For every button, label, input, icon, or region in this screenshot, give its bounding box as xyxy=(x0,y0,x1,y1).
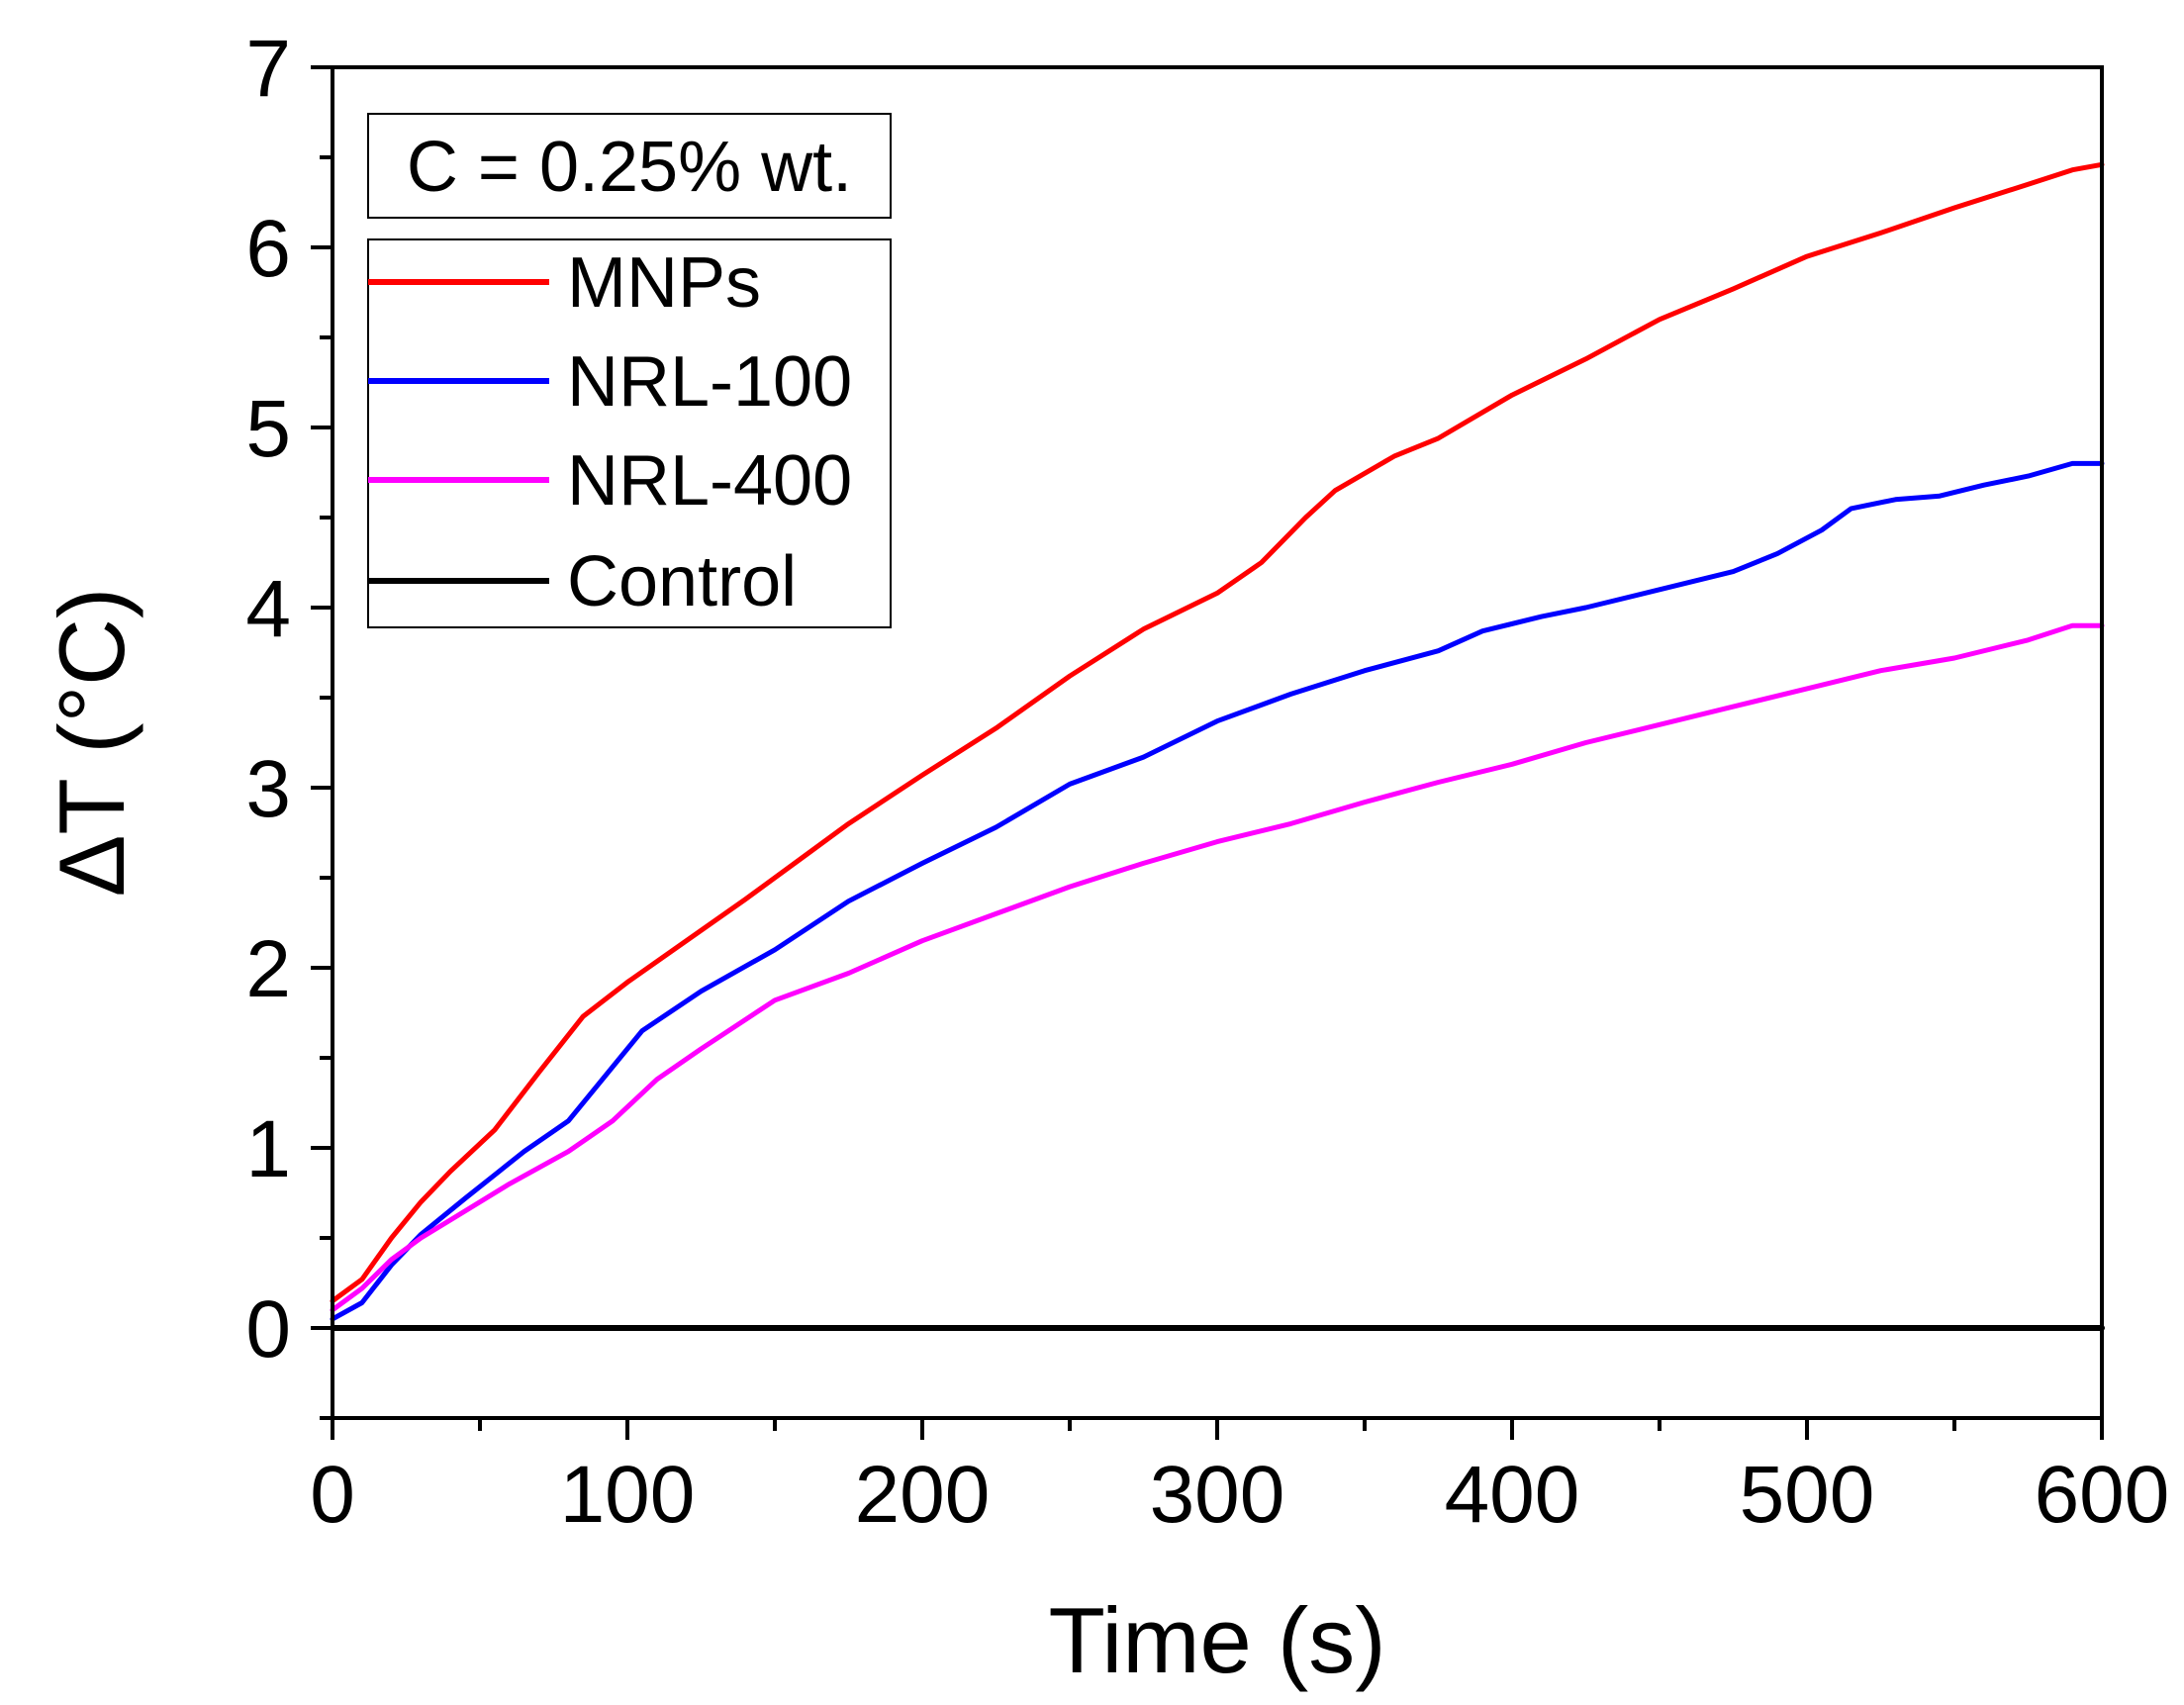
series-line-mnps xyxy=(330,161,2105,1304)
x-tick-label: 0 xyxy=(310,1450,355,1540)
concentration-label: C = 0.25% wt. xyxy=(407,128,852,207)
y-axis-title: ΔT (°C) xyxy=(40,588,143,898)
legend-label-nrl-100: NRL-100 xyxy=(567,342,852,422)
series-line-nrl-400 xyxy=(330,622,2105,1313)
legend-label-mnps: MNPs xyxy=(567,243,761,323)
legend-frame xyxy=(367,238,892,628)
y-tick-label: 3 xyxy=(245,744,291,834)
x-tick-label: 500 xyxy=(1740,1450,1875,1540)
x-tick-label: 300 xyxy=(1150,1450,1285,1540)
legend-label-control: Control xyxy=(567,542,797,621)
y-tick-label: 6 xyxy=(245,204,291,294)
ticks-layer xyxy=(311,65,2104,1440)
y-tick-label: 2 xyxy=(245,924,291,1014)
legend: MNPs NRL-100 NRL-400 Control xyxy=(367,238,892,628)
x-tick-label: 400 xyxy=(1445,1450,1580,1540)
y-tick-label: 0 xyxy=(245,1284,291,1374)
concentration-frame xyxy=(367,113,892,219)
y-tick-label: 1 xyxy=(245,1104,291,1194)
legend-label-nrl-400: NRL-400 xyxy=(567,441,852,521)
x-axis-title: Time (s) xyxy=(1048,1588,1385,1692)
y-tick-label: 4 xyxy=(245,564,291,654)
series-line-nrl-100 xyxy=(330,460,2105,1322)
concentration-box: C = 0.25% wt. xyxy=(367,113,892,219)
x-tick-label: 100 xyxy=(560,1450,696,1540)
y-tick-label: 7 xyxy=(245,24,291,114)
tick-labels-layer: 0 100 200 300 400 500 600 0 1 2 3 4 5 6 7 xyxy=(245,24,2169,1540)
x-tick-label: 600 xyxy=(2035,1450,2170,1540)
y-tick-label: 5 xyxy=(245,384,291,474)
series-layer xyxy=(330,161,2105,1331)
x-tick-label: 200 xyxy=(855,1450,991,1540)
